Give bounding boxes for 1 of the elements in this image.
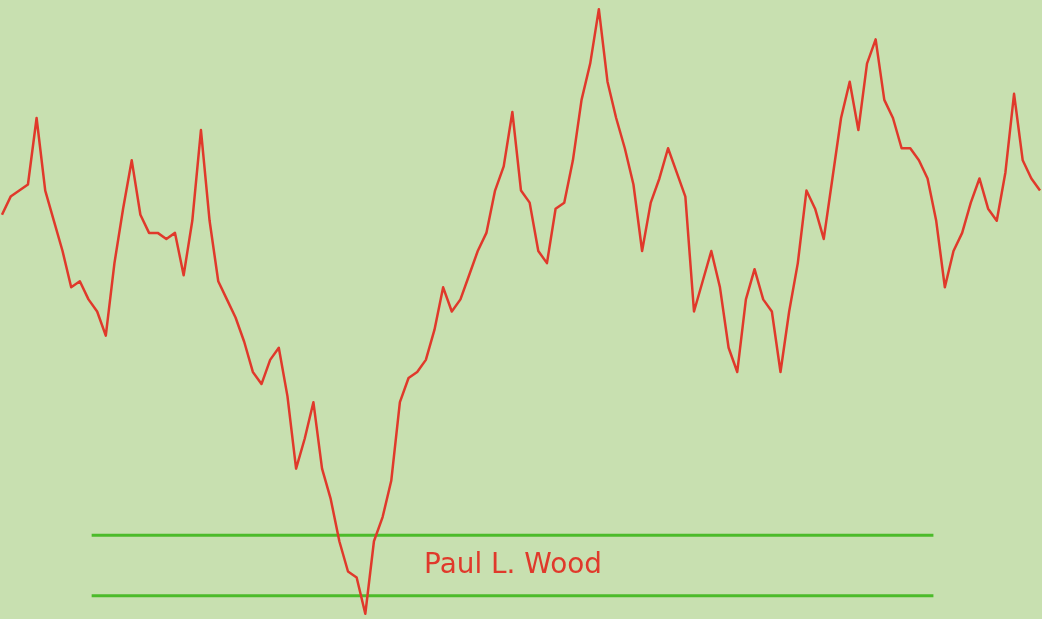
annotation: Paul L. Wood <box>424 547 602 581</box>
